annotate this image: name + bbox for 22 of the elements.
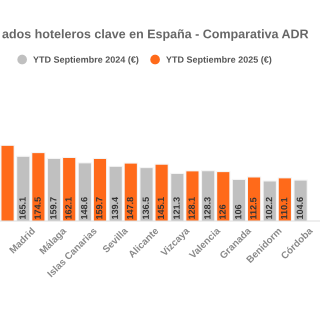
data-label: 147.8 bbox=[126, 197, 134, 219]
data-label: 126 bbox=[219, 204, 226, 219]
data-label: 128.1 bbox=[188, 197, 195, 219]
data-label: 102.2 bbox=[266, 197, 272, 219]
data-label: 112.5 bbox=[250, 198, 256, 219]
data-label: 110.1 bbox=[280, 198, 288, 219]
data-label: 148.6 bbox=[80, 197, 88, 219]
data-label: 159.7 bbox=[96, 197, 102, 219]
legend-label: YTD Septiembre 2024 (€) bbox=[33, 56, 138, 65]
data-label: 139.4 bbox=[112, 196, 118, 219]
data-label: 165.1 bbox=[19, 197, 26, 219]
data-label: 104.6 bbox=[296, 197, 304, 219]
data-label: 145.1 bbox=[158, 197, 164, 219]
legend-label: YTD Septiembre 2025 (€) bbox=[166, 56, 272, 65]
data-label: 162.1 bbox=[65, 197, 72, 219]
data-label: 121.3 bbox=[173, 197, 180, 219]
data-label: 128.3 bbox=[204, 197, 211, 219]
data-label: 159.7 bbox=[50, 197, 57, 219]
chart-title: ados hoteleros clave en España - Comparativa ADR bbox=[2, 29, 308, 41]
data-label: 106 bbox=[235, 204, 242, 219]
data-label: 136.5 bbox=[142, 197, 149, 219]
data-label: 174.5 bbox=[34, 197, 41, 219]
